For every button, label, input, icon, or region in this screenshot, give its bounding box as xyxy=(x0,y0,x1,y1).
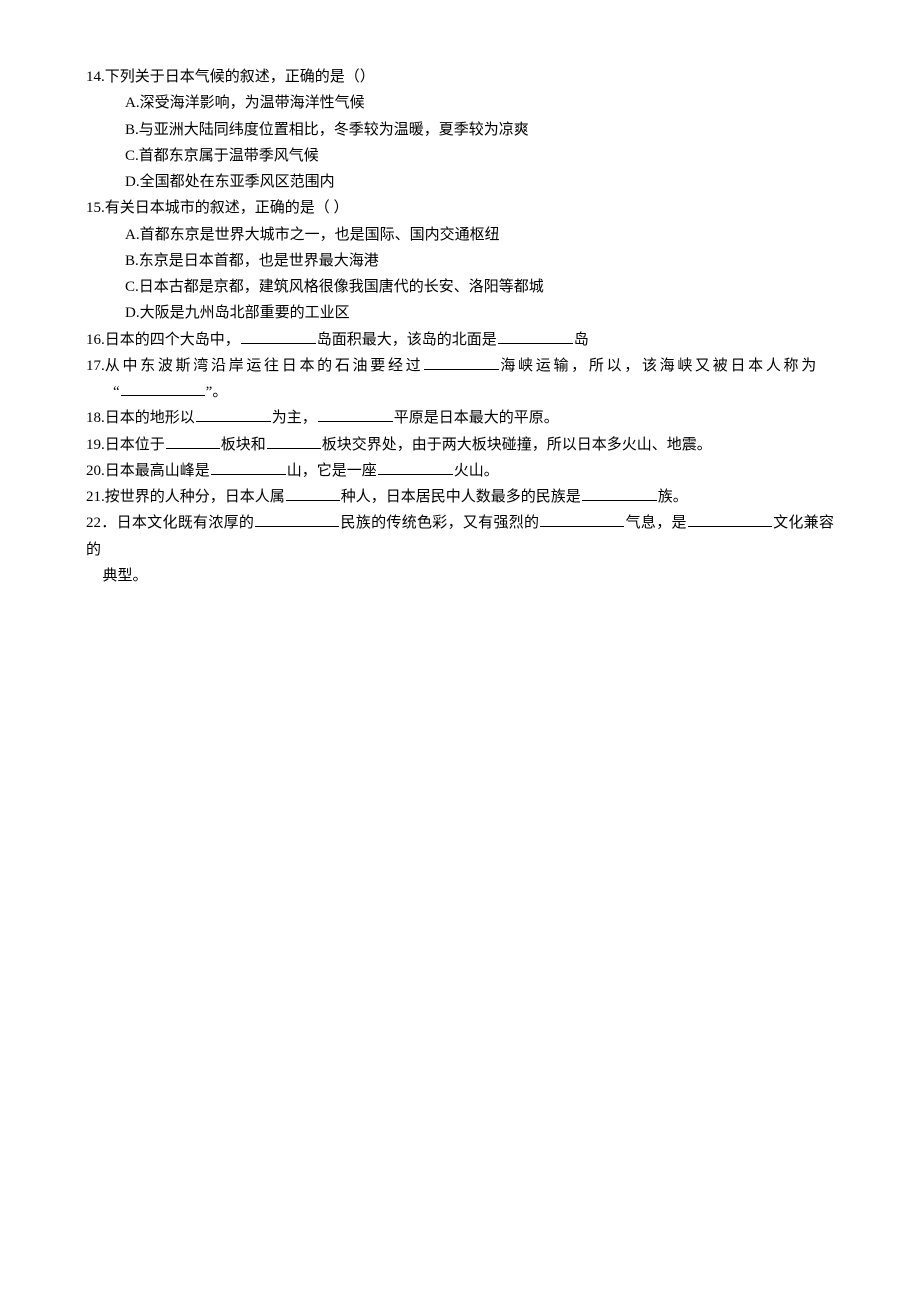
question-21: 21.按世界的人种分，日本人属 种人，日本居民中人数最多的民族是 族。 xyxy=(86,484,834,510)
q22-text-3: 气息，是 xyxy=(625,515,686,531)
q19-number: 19. xyxy=(86,437,105,453)
q15-number: 15. xyxy=(86,200,105,216)
q17-blank-1 xyxy=(424,354,499,370)
q14-option-a: A.深受海洋影响，为温带海洋性气候 xyxy=(125,90,834,116)
q17-quote-close: ”。 xyxy=(206,384,228,400)
q16-blank-2 xyxy=(498,328,573,344)
q16-text-1: 日本的四个大岛中， xyxy=(105,332,240,348)
q14-options: A.深受海洋影响，为温带海洋性气候 B.与亚洲大陆同纬度位置相比，冬季较为温暖，… xyxy=(86,90,834,195)
q15-options: A.首都东京是世界大城市之一，也是国际、国内交通枢纽 B.东京是日本首都，也是世… xyxy=(86,222,834,327)
q20-text-2: 山，它是一座 xyxy=(287,463,377,479)
q15-option-d: D.大阪是九州岛北部重要的工业区 xyxy=(125,300,834,326)
q20-blank-2 xyxy=(378,459,453,475)
question-16: 16.日本的四个大岛中， 岛面积最大，该岛的北面是 岛 xyxy=(86,327,834,353)
question-19: 19.日本位于 板块和 板块交界处，由于两大板块碰撞，所以日本多火山、地震。 xyxy=(86,432,834,458)
q21-text-3: 族。 xyxy=(658,489,688,505)
question-17: 17.从中东波斯湾沿岸运往日本的石油要经过海峡运输，所以，该海峡又被日本人称为 … xyxy=(86,353,834,406)
q16-blank-1 xyxy=(241,328,316,344)
q20-text-3: 火山。 xyxy=(454,463,499,479)
question-14: 14.下列关于日本气候的叙述，正确的是（） A.深受海洋影响，为温带海洋性气候 … xyxy=(86,64,834,195)
q19-text-2: 板块和 xyxy=(221,437,266,453)
q22-text-5: 典型。 xyxy=(103,568,148,584)
q14-number: 14. xyxy=(86,69,105,85)
q18-text-3: 平原是日本最大的平原。 xyxy=(394,410,559,426)
q18-number: 18. xyxy=(86,410,105,426)
q17-text-1: 从中东波斯湾沿岸运往日本的石油要经过 xyxy=(105,358,424,374)
question-15: 15.有关日本城市的叙述，正确的是（ ） A.首都东京是世界大城市之一，也是国际… xyxy=(86,195,834,326)
q21-blank-2 xyxy=(582,485,657,501)
q20-text-1: 日本最高山峰是 xyxy=(105,463,210,479)
q17-text-2: 海峡运输，所以，该海峡又被日本人称为 xyxy=(500,358,819,374)
q17-number: 17. xyxy=(86,358,105,374)
q14-option-b: B.与亚洲大陆同纬度位置相比，冬季较为温暖，夏季较为凉爽 xyxy=(125,117,834,143)
q21-text-1: 按世界的人种分，日本人属 xyxy=(105,489,285,505)
q15-stem: 有关日本城市的叙述，正确的是（ ） xyxy=(105,200,349,216)
q20-blank-1 xyxy=(211,459,286,475)
q19-blank-2 xyxy=(267,433,321,449)
q18-blank-2 xyxy=(318,406,393,422)
q22-text-2: 民族的传统色彩，又有强烈的 xyxy=(340,515,539,531)
q22-number: 22． xyxy=(86,515,117,531)
q19-blank-1 xyxy=(166,433,220,449)
q14-option-d: D.全国都处在东亚季风区范围内 xyxy=(125,169,834,195)
q21-text-2: 种人，日本居民中人数最多的民族是 xyxy=(341,489,581,505)
q17-blank-2 xyxy=(121,380,205,396)
q15-option-b: B.东京是日本首都，也是世界最大海港 xyxy=(125,248,834,274)
q22-line2: 典型。 xyxy=(86,563,834,589)
q19-text-1: 日本位于 xyxy=(105,437,165,453)
q19-text-3: 板块交界处，由于两大板块碰撞，所以日本多火山、地震。 xyxy=(322,437,712,453)
q22-blank-3 xyxy=(688,511,772,527)
q16-text-2: 岛面积最大，该岛的北面是 xyxy=(317,332,497,348)
question-18: 18.日本的地形以 为主， 平原是日本最大的平原。 xyxy=(86,405,834,431)
q20-number: 20. xyxy=(86,463,105,479)
question-20: 20.日本最高山峰是 山，它是一座 火山。 xyxy=(86,458,834,484)
q21-number: 21. xyxy=(86,489,105,505)
q16-number: 16. xyxy=(86,332,105,348)
q15-option-a: A.首都东京是世界大城市之一，也是国际、国内交通枢纽 xyxy=(125,222,834,248)
q14-stem: 下列关于日本气候的叙述，正确的是（） xyxy=(105,69,375,85)
q17-line2: “ ”。 xyxy=(86,379,834,405)
q22-text-1: 日本文化既有浓厚的 xyxy=(117,515,255,531)
q18-text-2: 为主， xyxy=(272,410,317,426)
q17-quote-open: “ xyxy=(113,384,120,400)
q18-blank-1 xyxy=(196,406,271,422)
q22-blank-2 xyxy=(540,511,624,527)
q14-option-c: C.首都东京属于温带季风气候 xyxy=(125,143,834,169)
q15-option-c: C.日本古都是京都，建筑风格很像我国唐代的长安、洛阳等都城 xyxy=(125,274,834,300)
q16-text-3: 岛 xyxy=(574,332,589,348)
q21-blank-1 xyxy=(286,485,340,501)
q22-blank-1 xyxy=(255,511,339,527)
q18-text-1: 日本的地形以 xyxy=(105,410,195,426)
question-22: 22．日本文化既有浓厚的民族的传统色彩，又有强烈的气息，是文化兼容的 典型。 xyxy=(86,510,834,589)
